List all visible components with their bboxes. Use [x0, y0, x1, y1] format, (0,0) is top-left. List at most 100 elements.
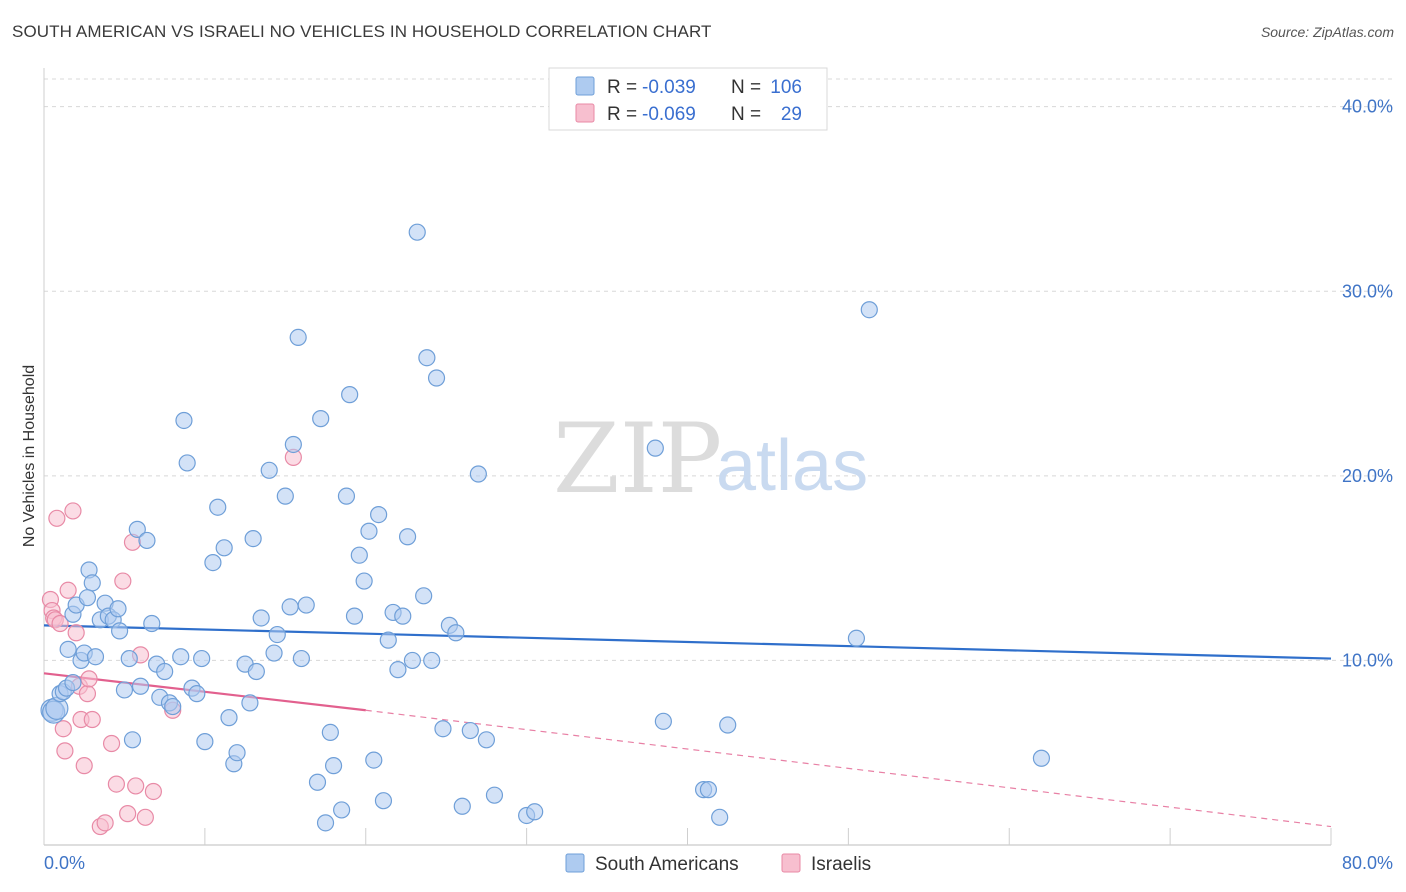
- south-americans-point: [196, 733, 214, 751]
- south-americans-point: [418, 349, 436, 367]
- south-americans-point: [345, 607, 364, 625]
- y-tick-label: 10.0%: [1342, 650, 1393, 670]
- south-americans-point: [83, 574, 101, 592]
- x-tick-label: 80.0%: [1342, 853, 1393, 873]
- israelis-point: [75, 757, 93, 775]
- south-americans-point: [297, 596, 315, 614]
- bottom-legend-swatch-israelis: [781, 853, 801, 873]
- israelis-point: [56, 742, 74, 760]
- legend-n-label-2: N =: [731, 104, 761, 125]
- legend-n-value-2: 29: [781, 104, 802, 125]
- south-americans-point: [423, 651, 441, 670]
- south-americans-point: [408, 223, 426, 241]
- south-americans-point: [123, 731, 142, 749]
- south-americans-point: [115, 681, 134, 699]
- south-americans-point: [193, 649, 211, 668]
- south-americans-point: [284, 435, 302, 454]
- x-tick-label: 0.0%: [44, 853, 85, 873]
- south-americans-point: [333, 801, 351, 819]
- south-americans-point: [120, 649, 138, 668]
- chart-title: SOUTH AMERICAN VS ISRAELI NO VEHICLES IN…: [12, 22, 712, 41]
- south-americans-point: [360, 522, 378, 540]
- south-americans-point: [175, 411, 193, 430]
- south-americans-point: [204, 553, 222, 572]
- south-americans-point: [156, 662, 174, 681]
- south-americans-point: [164, 697, 182, 716]
- south-americans-point: [403, 651, 422, 670]
- data-points: [40, 223, 1051, 836]
- south-americans-point: [654, 712, 672, 730]
- south-americans-point: [265, 644, 283, 662]
- south-americans-point: [398, 528, 417, 546]
- south-americans-point: [64, 673, 82, 692]
- watermark: ZIP atlas: [553, 403, 868, 515]
- israelis-point: [51, 614, 69, 633]
- south-americans-point: [453, 797, 471, 815]
- south-americans-point: [321, 723, 339, 742]
- israelis-point: [59, 581, 77, 599]
- axis-ticks: 10.0% 20.0% 30.0% 40.0% 0.0% 80.0%: [44, 97, 1393, 873]
- south-americans-point: [427, 369, 446, 387]
- south-americans-point: [281, 598, 299, 616]
- south-americans-point: [143, 614, 161, 633]
- south-americans-point: [324, 757, 343, 775]
- trend-lines: [43, 624, 1332, 828]
- south-americans-point: [138, 531, 156, 550]
- south-americans-point: [374, 792, 393, 810]
- south-americans-point: [394, 607, 412, 625]
- south-americans-point: [711, 808, 729, 826]
- bottom-legend-swatch-south-americans: [565, 853, 585, 873]
- grid-lines: [44, 78, 1392, 661]
- south-americans-point: [289, 328, 307, 347]
- south-americans-point: [244, 529, 262, 548]
- south-americans-point: [341, 386, 359, 404]
- south-americans-point: [646, 439, 664, 457]
- legend-r-value-1: -0.039: [642, 77, 696, 98]
- y-tick-label: 40.0%: [1342, 97, 1393, 117]
- chart-source: Source: ZipAtlas.com: [1260, 24, 1394, 40]
- israelis-point: [67, 624, 85, 642]
- israelis-point: [64, 502, 82, 520]
- south-americans-point: [477, 731, 496, 749]
- legend: R = -0.039 N = 106 R = -0.069 N = 29: [548, 67, 828, 131]
- south-americans-point: [241, 694, 259, 712]
- south-americans-point: [312, 410, 330, 428]
- legend-r-label-1: R =: [607, 77, 637, 98]
- south-americans-point: [268, 625, 286, 644]
- south-americans-point: [78, 589, 97, 607]
- south-americans-point: [276, 487, 294, 505]
- south-americans-point: [469, 465, 487, 483]
- israelis-point: [102, 734, 121, 753]
- south-americans-point: [172, 648, 190, 666]
- south-americans-point: [215, 539, 233, 557]
- legend-n-label-1: N =: [731, 77, 761, 98]
- south-americans-point: [292, 649, 310, 668]
- israelis-point: [80, 670, 98, 688]
- south-americans-point: [350, 546, 368, 564]
- south-americans-point: [370, 506, 388, 524]
- south-americans-point: [131, 677, 150, 695]
- south-americans-point: [434, 720, 452, 738]
- bottom-legend-israelis: Israelis: [811, 854, 871, 875]
- south-americans-trend-line: [43, 624, 1332, 660]
- south-americans-point: [485, 786, 504, 804]
- south-americans-point: [209, 498, 227, 516]
- legend-swatch-south-americans: [575, 76, 595, 96]
- legend-n-value-1: 106: [770, 77, 802, 98]
- watermark-zip: ZIP: [553, 403, 722, 515]
- legend-r-value-2: -0.069: [642, 104, 696, 125]
- south-americans-point: [228, 744, 246, 762]
- israelis-point: [54, 720, 72, 738]
- israelis-point: [83, 710, 101, 729]
- israelis-point: [107, 775, 125, 793]
- south-americans-point: [860, 301, 878, 319]
- legend-r-label-2: R =: [607, 104, 637, 125]
- south-americans-point: [355, 572, 373, 590]
- south-americans-point: [247, 662, 265, 681]
- israelis-point: [127, 777, 145, 795]
- south-americans-point: [178, 454, 196, 472]
- legend-swatch-israelis: [575, 103, 595, 123]
- south-americans-point: [109, 600, 127, 618]
- israelis-point: [119, 805, 137, 823]
- south-americans-point: [59, 640, 77, 658]
